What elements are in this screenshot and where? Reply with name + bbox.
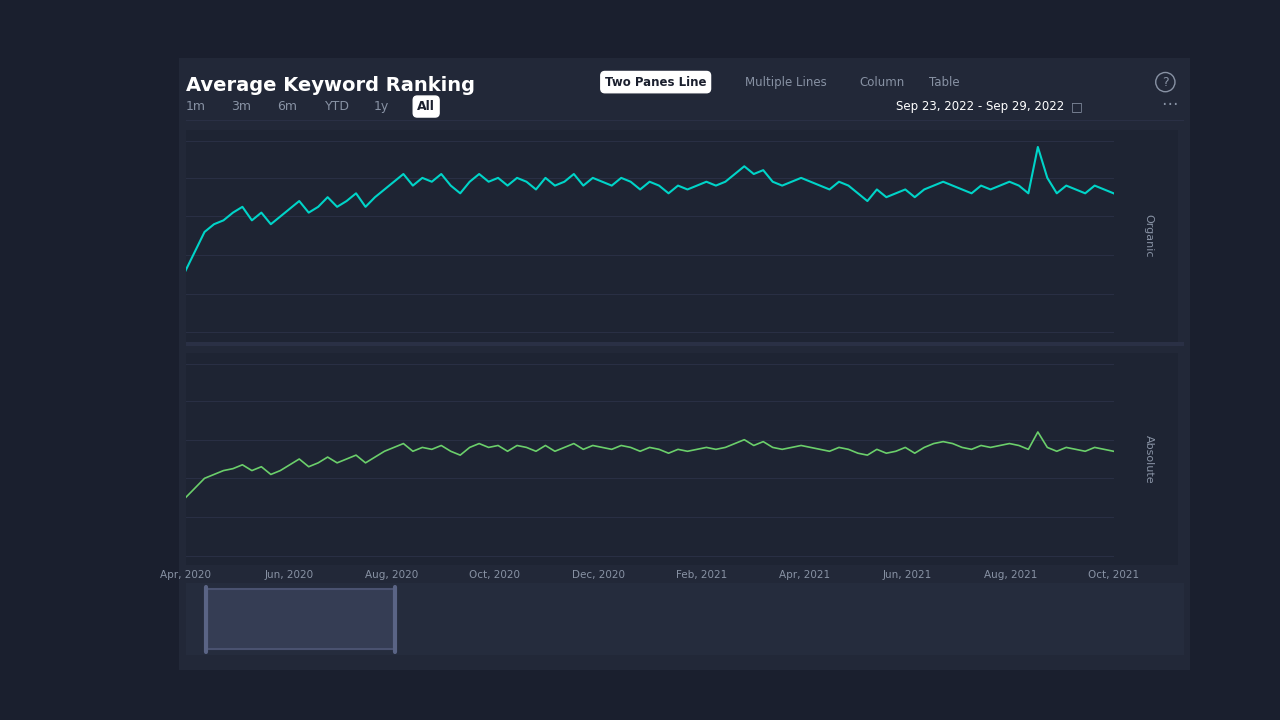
Text: Absolute: Absolute bbox=[1144, 435, 1153, 483]
FancyBboxPatch shape bbox=[206, 589, 396, 649]
Text: 1y: 1y bbox=[374, 100, 389, 113]
Text: Table: Table bbox=[929, 76, 960, 89]
Text: 3m: 3m bbox=[232, 100, 252, 113]
Text: All: All bbox=[417, 100, 435, 113]
Text: 1m: 1m bbox=[186, 100, 206, 113]
Text: Average Keyword Ranking: Average Keyword Ranking bbox=[186, 76, 475, 94]
Text: YTD: YTD bbox=[325, 100, 351, 113]
Text: Sep 23, 2022 - Sep 29, 2022: Sep 23, 2022 - Sep 29, 2022 bbox=[896, 100, 1064, 113]
Text: Two Panes Line: Two Panes Line bbox=[605, 76, 707, 89]
Text: □: □ bbox=[1071, 100, 1083, 113]
Text: ⋯: ⋯ bbox=[1161, 95, 1178, 113]
Text: 6m: 6m bbox=[278, 100, 297, 113]
Text: Multiple Lines: Multiple Lines bbox=[745, 76, 827, 89]
Text: ?: ? bbox=[1162, 76, 1169, 89]
Text: Organic: Organic bbox=[1144, 214, 1153, 258]
Text: Column: Column bbox=[860, 76, 905, 89]
